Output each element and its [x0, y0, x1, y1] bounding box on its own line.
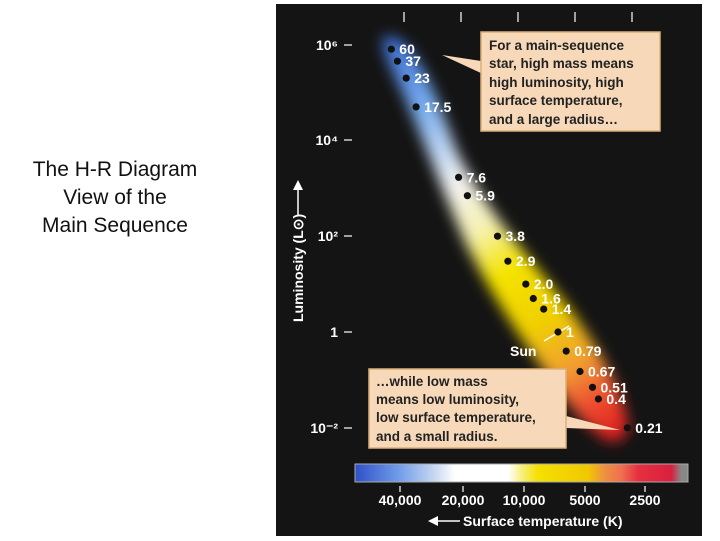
star-point: [562, 347, 570, 355]
color-strip-border: [354, 463, 689, 483]
callout-high-line: and a large radius…: [489, 112, 618, 127]
star-mass-label: 1: [566, 324, 574, 340]
star-point: [554, 328, 562, 336]
star-mass-label: 0.4: [606, 391, 626, 407]
x-axis-arrow-head: [428, 516, 438, 526]
star-mass-label: 3.8: [506, 228, 526, 244]
callout-high-line: surface temperature,: [489, 93, 623, 108]
callout-low-line: and a small radius.: [376, 429, 498, 444]
y-tick-label: 10⁻²: [310, 420, 338, 436]
star-point: [493, 232, 502, 240]
star-mass-label: 1.6: [541, 291, 561, 307]
star-mass-label: 2.0: [534, 276, 554, 292]
y-axis-label: Luminosity (L⊙): [290, 214, 306, 322]
star-mass-label: 0.21: [635, 420, 662, 436]
callout-high-text: For a main-sequence star, high mass mean…: [489, 38, 634, 127]
star-mass-label: 17.5: [424, 99, 451, 115]
star-point: [522, 280, 530, 288]
star-points: [387, 45, 631, 432]
slide-title-line: The H-R Diagram: [32, 158, 198, 181]
y-tick-label: 10⁴: [316, 132, 339, 148]
callout-low-pointer: [566, 416, 620, 430]
x-axis-title: Surface temperature (K): [428, 513, 623, 529]
star-point: [540, 305, 548, 313]
slide-title: The H-R Diagram View of the Main Sequenc…: [10, 156, 220, 240]
sun-label: Sun: [510, 343, 536, 359]
callout-low-box: [368, 368, 567, 449]
star-point: [455, 173, 463, 181]
x-axis-ticks: [399, 486, 646, 492]
star-mass-label: 7.6: [467, 169, 487, 185]
hr-diagram-svg: For a main-sequence star, high mass mean…: [276, 4, 702, 536]
main-sequence-band: [382, 36, 628, 442]
x-tick-label: 40,000: [379, 492, 422, 508]
star-point: [588, 383, 597, 391]
star-point: [402, 74, 410, 82]
y-tick-labels: 10⁶ 10⁴ 10² 1 10⁻²: [310, 37, 338, 436]
y-axis-ticks: [344, 44, 352, 429]
star-point: [529, 294, 537, 303]
callout-high-line: high luminosity, high: [489, 75, 624, 90]
callout-low-line: means low luminosity,: [376, 392, 519, 407]
x-tick-labels: 40,000 20,000 10,000 5000 2500: [379, 492, 661, 508]
callout-high-box: [480, 31, 661, 132]
slide-title-line: View of the: [63, 186, 167, 209]
star-mass-label: 37: [405, 53, 421, 69]
callout-low-line: …while low mass: [376, 374, 488, 389]
temperature-color-strip: [355, 464, 688, 482]
callout-high-pointer: [442, 55, 483, 74]
star-point: [594, 395, 602, 403]
y-tick-label: 10²: [318, 228, 339, 244]
star-mass-label: 0.79: [574, 343, 601, 359]
star-mass-label: 2.9: [516, 253, 536, 269]
star-mass-label: 0.67: [588, 364, 615, 380]
star-mass-label: 5.9: [475, 188, 495, 204]
star-mass-label: 0.51: [601, 379, 628, 395]
top-ticks: [403, 12, 633, 22]
star-mass-label: 23: [414, 70, 430, 86]
x-tick-label: 10,000: [503, 492, 546, 508]
callout-high-line: star, high mass means: [489, 56, 634, 71]
star-mass-label: 1.4: [552, 301, 572, 317]
star-point: [387, 45, 395, 53]
star-point: [463, 192, 471, 200]
x-axis-label: Surface temperature (K): [463, 513, 623, 529]
y-axis-arrow-head: [293, 180, 303, 190]
callout-high-line: For a main-sequence: [489, 38, 625, 53]
x-tick-label: 5000: [569, 492, 600, 508]
callout-low-text: …while low mass means low luminosity, lo…: [376, 374, 536, 444]
star-mass-label: 60: [399, 41, 415, 57]
star-point: [412, 103, 420, 111]
hr-diagram-figure: For a main-sequence star, high mass mean…: [276, 4, 702, 536]
star-point: [393, 57, 401, 65]
slide-title-line: Main Sequence: [42, 214, 188, 237]
star-point: [576, 367, 584, 376]
y-tick-label: 10⁶: [316, 37, 338, 53]
x-tick-label: 20,000: [442, 492, 485, 508]
x-tick-label: 2500: [629, 492, 660, 508]
y-tick-label: 1: [330, 324, 338, 340]
star-point: [623, 424, 631, 432]
star-point: [504, 257, 512, 265]
callout-low-line: low surface temperature,: [376, 410, 536, 425]
y-axis-title: Luminosity (L⊙): [290, 180, 306, 322]
